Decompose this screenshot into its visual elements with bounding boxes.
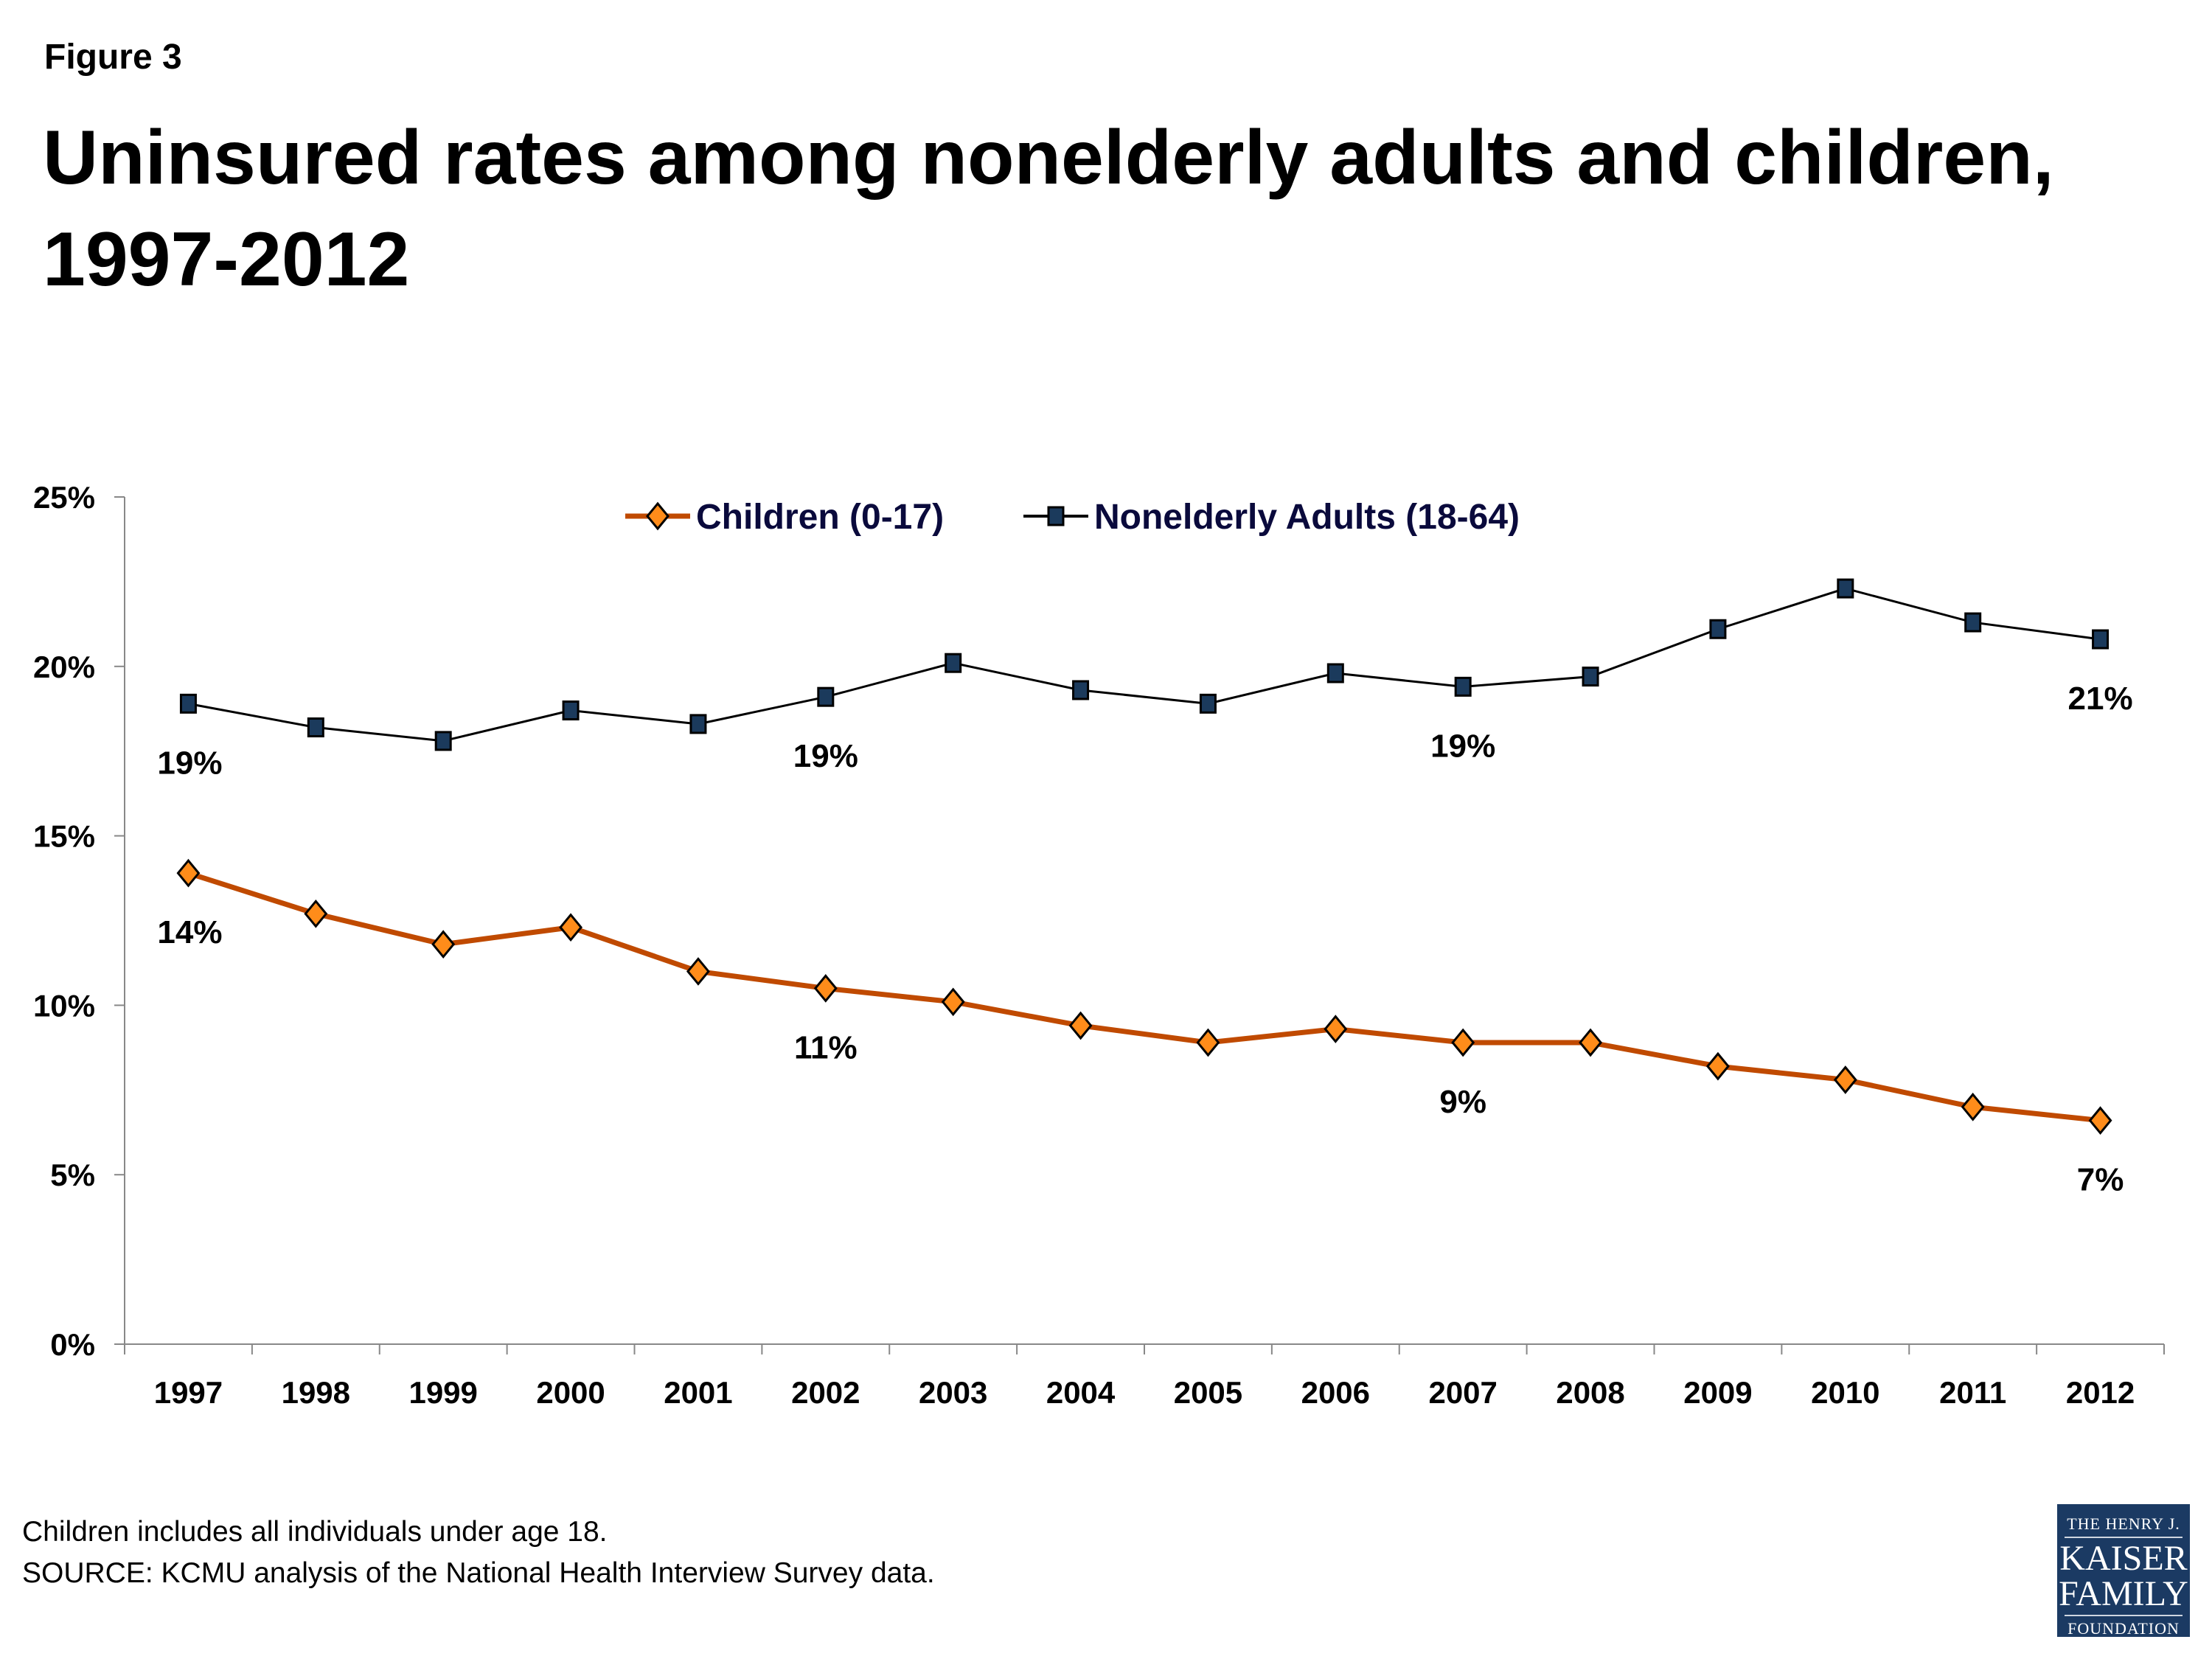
x-tick-label: 2003 <box>919 1375 987 1410</box>
data-label: 9% <box>1439 1084 1486 1120</box>
legend-item: Nonelderly Adults (18-64) <box>1023 498 1520 537</box>
note-children-definition: Children includes all individuals under … <box>22 1516 608 1548</box>
data-point-square <box>1326 663 1344 684</box>
note-source: SOURCE: KCMU analysis of the National He… <box>22 1557 935 1589</box>
data-point-square <box>307 717 324 738</box>
notes: Children includes all individuals under … <box>22 1512 935 1594</box>
logo-line2: KAISER <box>2059 1539 2188 1578</box>
y-tick-label: 25% <box>33 480 95 515</box>
legend-label: Children (0-17) <box>696 498 944 537</box>
x-tick-label: 2008 <box>1556 1375 1624 1410</box>
data-label: 19% <box>1430 728 1495 764</box>
data-point-square <box>689 714 707 734</box>
data-point-square <box>562 700 580 721</box>
data-point-square <box>1454 676 1472 697</box>
logo-line3: FAMILY <box>2059 1574 2188 1613</box>
kff-logo: THE HENRY J. KAISER FAMILY FOUNDATION <box>2057 1504 2190 1638</box>
data-point-square <box>1964 612 1982 633</box>
data-point-square <box>1072 680 1090 700</box>
data-label: 19% <box>157 745 222 781</box>
data-point-diamond <box>1579 1028 1603 1057</box>
data-point-diamond <box>2088 1106 2112 1135</box>
axes: 0% 5% 10% 15% 20% 25% 1997 1998 1999 2000 2001 2002… <box>33 480 2165 1410</box>
x-tick-label: 2002 <box>791 1375 860 1410</box>
data-label: 7% <box>2077 1162 2124 1198</box>
chart-title: Uninsured rates among nonelderly adults … <box>43 115 2054 302</box>
x-tick-label: 2005 <box>1174 1375 1242 1410</box>
data-point-square <box>179 693 197 714</box>
data-point-diamond <box>1961 1092 1985 1121</box>
data-point-diamond <box>1833 1065 1857 1094</box>
x-tick-label: 2006 <box>1301 1375 1370 1410</box>
y-tick-label: 0% <box>50 1327 95 1362</box>
data-point-square <box>2092 629 2110 650</box>
y-tick-label: 15% <box>33 819 95 854</box>
data-label: 11% <box>794 1029 858 1065</box>
data-point-diamond <box>686 957 710 986</box>
data-point-square <box>1582 667 1599 687</box>
data-point-square <box>1837 578 1854 599</box>
x-tick-label: 1999 <box>408 1375 477 1410</box>
data-point-diamond <box>559 913 583 942</box>
series-line <box>188 587 2101 742</box>
x-tick-label: 2001 <box>664 1375 732 1410</box>
x-tick-label: 1997 <box>154 1375 223 1410</box>
y-tick-label: 5% <box>50 1158 95 1192</box>
data-point-diamond <box>1068 1011 1093 1040</box>
data-point-diamond <box>431 930 456 959</box>
data-point-square <box>945 653 962 673</box>
data-point-square <box>817 686 835 707</box>
series-adults: 19% 19% 19% 21% <box>157 578 2133 781</box>
data-label: 14% <box>157 914 222 950</box>
data-point-diamond <box>1196 1028 1220 1057</box>
x-tick-label: 1998 <box>282 1375 350 1410</box>
logo-line4: FOUNDATION <box>2067 1619 2180 1638</box>
data-point-square <box>1199 693 1217 714</box>
y-tick-label: 20% <box>33 650 95 684</box>
y-tick-label: 10% <box>33 988 95 1023</box>
x-tick-label: 2011 <box>1939 1375 2006 1410</box>
series-children: 14% 11% 9% 7% <box>157 858 2124 1198</box>
legend-label: Nonelderly Adults (18-64) <box>1094 498 1520 537</box>
x-tick-label: 2009 <box>1683 1375 1752 1410</box>
data-point-diamond <box>646 501 669 531</box>
data-label: 21% <box>2068 681 2133 717</box>
data-point-diamond <box>813 974 838 1003</box>
logo-line1: THE HENRY J. <box>2067 1514 2180 1533</box>
data-point-square <box>1709 619 1727 639</box>
x-tick-label: 2010 <box>1811 1375 1879 1410</box>
figure-label: Figure 3 <box>44 38 182 77</box>
data-point-diamond <box>1451 1028 1475 1057</box>
data-label: 19% <box>793 738 858 774</box>
legend-item: Children (0-17) <box>625 498 944 537</box>
data-point-diamond <box>304 899 328 928</box>
series-line <box>187 870 2101 1124</box>
data-point-square <box>1047 506 1065 526</box>
data-point-diamond <box>1324 1015 1348 1043</box>
legend: Children (0-17) Nonelderly Adults (18-64) <box>625 498 1520 537</box>
data-point-diamond <box>176 858 201 888</box>
x-tick-label: 2012 <box>2066 1375 2135 1410</box>
x-tick-label: 2000 <box>536 1375 605 1410</box>
series-group: 14% 11% 9% 7% 19% 19% 19% 21% <box>157 578 2133 1198</box>
x-tick-label: 2004 <box>1046 1375 1116 1410</box>
x-tick-label: 2007 <box>1428 1375 1497 1410</box>
data-point-diamond <box>1705 1051 1730 1081</box>
data-point-diamond <box>941 987 965 1017</box>
data-point-square <box>434 731 452 751</box>
